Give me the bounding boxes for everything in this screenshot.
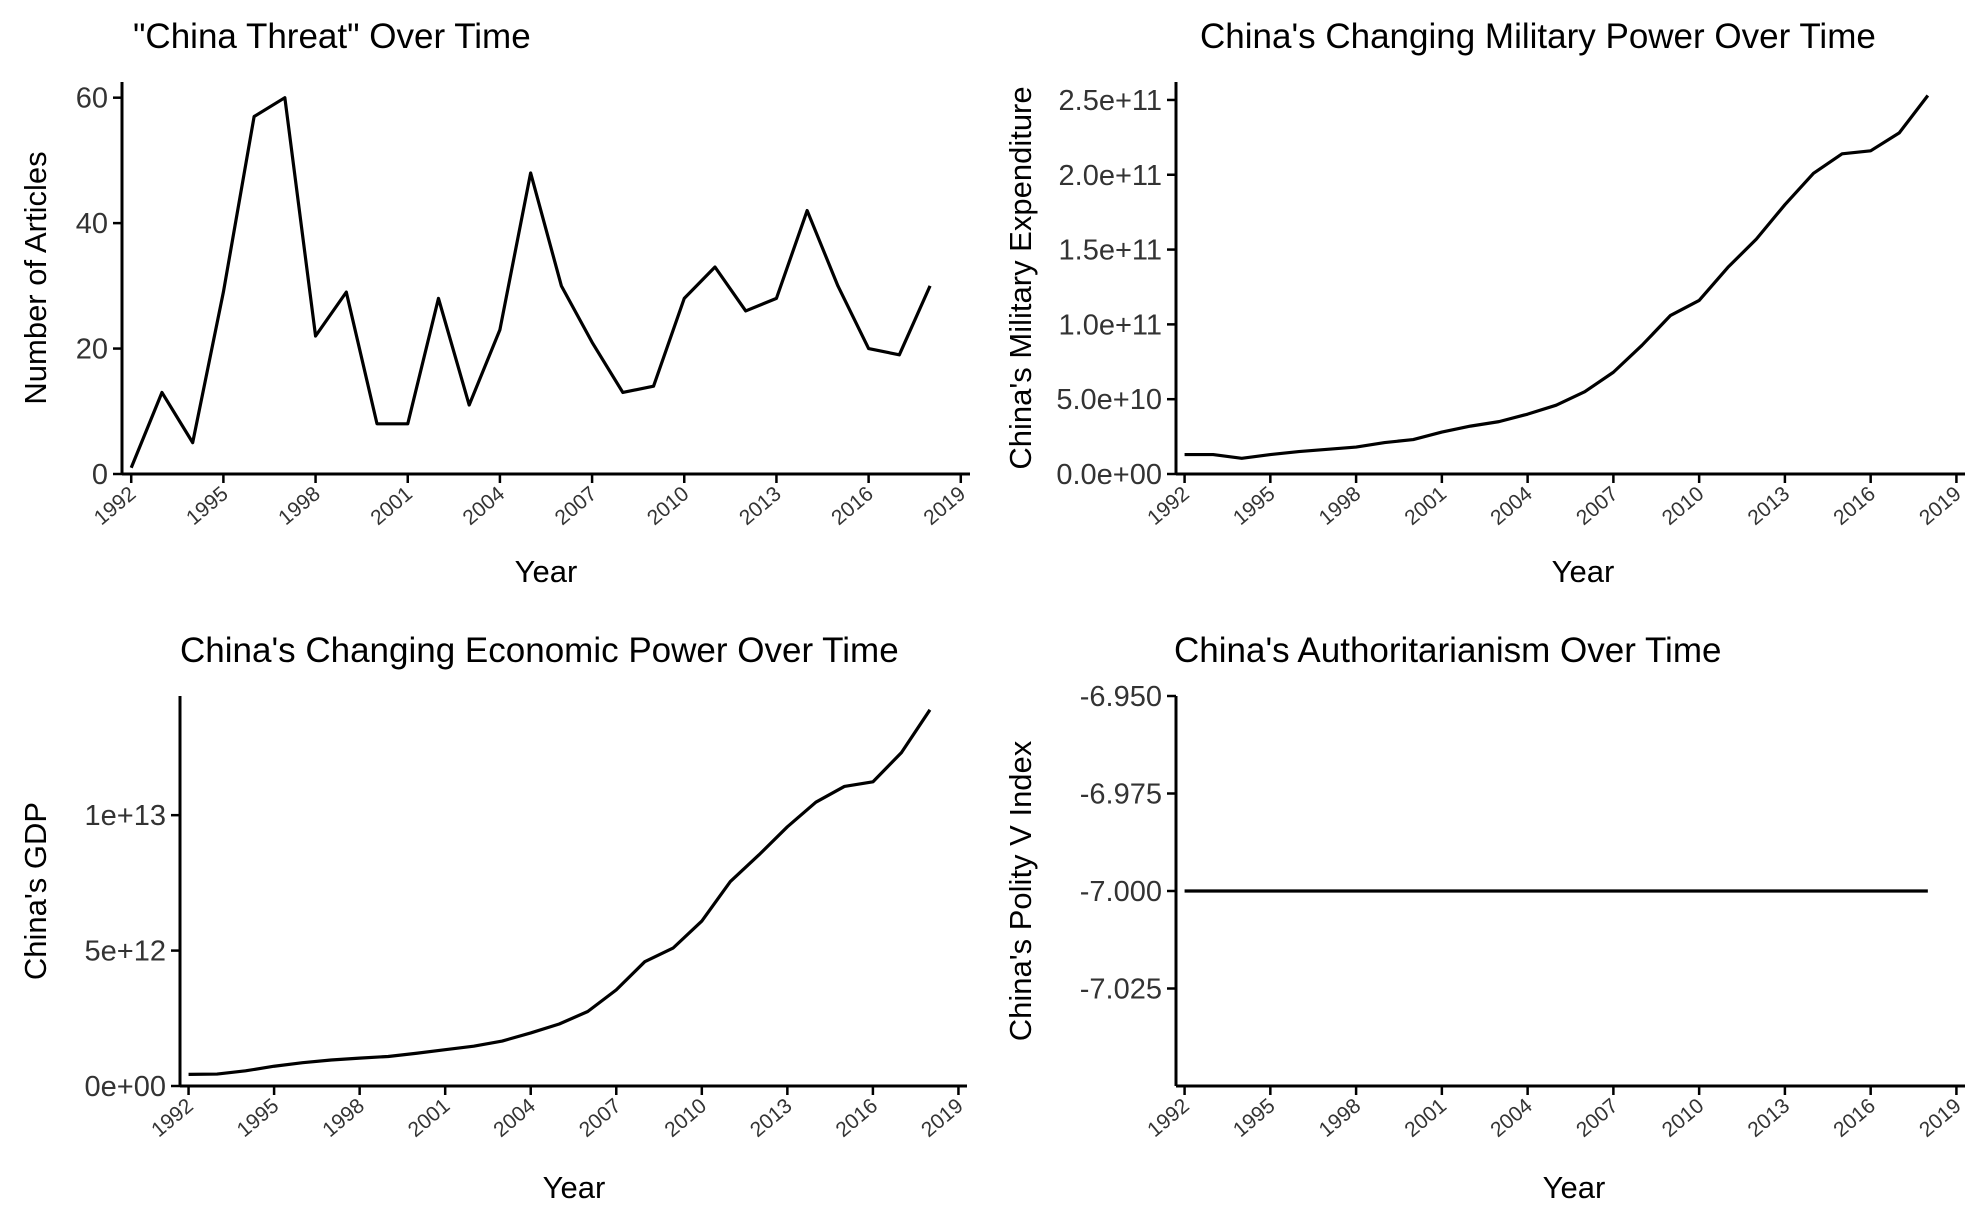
x-tick-label: 2001	[1400, 1094, 1451, 1142]
chart-panel-china-threat: "China Threat" Over Time Number of Artic…	[0, 0, 993, 614]
y-tick-label: 0	[92, 459, 108, 491]
y-tick-label: 1.5e+11	[1059, 235, 1162, 267]
x-tick-label: 2013	[1744, 1094, 1795, 1142]
y-axis-title: China's Polity V Index	[1003, 740, 1038, 1041]
x-tick-label: 2016	[1829, 482, 1880, 530]
y-tick-label: 60	[76, 83, 108, 115]
x-tick-label: 2004	[489, 1094, 540, 1142]
tick-layer: 0.0e+00 5.0e+10 1.0e+11 1.5e+11 2.0e+11 2.5e+…	[1056, 82, 1966, 530]
chart-panel-polity: China's Authoritarianism Over Time China…	[993, 614, 1987, 1228]
x-tick-label: 2007	[1572, 1094, 1623, 1142]
chart-title: China's Changing Military Power Over Tim…	[1200, 17, 1876, 56]
x-tick-label: 2004	[1486, 482, 1537, 530]
y-axis-title: Number of Articles	[18, 151, 53, 404]
series-line	[129, 96, 932, 469]
x-tick-label: 2019	[919, 482, 970, 530]
x-tick-label: 1998	[1315, 1094, 1366, 1142]
y-tick-label: 5.0e+10	[1056, 384, 1162, 416]
x-tick-label: 2016	[827, 482, 878, 530]
series-line	[1184, 94, 1930, 460]
tick-layer: -6.950 -6.975 -7.000 -7.025 1992 1995 1998 2001…	[1080, 681, 1966, 1142]
x-tick-label: 2010	[1658, 1094, 1709, 1142]
x-axis-title: Year	[515, 554, 578, 589]
series-layer	[1184, 94, 1930, 460]
y-tick-label: 1e+13	[85, 800, 166, 832]
x-tick-label: 2019	[917, 1094, 968, 1142]
chart-svg: "China Threat" Over Time Number of Artic…	[18, 17, 970, 589]
y-tick-label: 20	[76, 334, 108, 366]
y-axis-title: China's GDP	[18, 802, 53, 980]
x-tick-label: 2010	[643, 482, 694, 530]
x-tick-label: 2001	[366, 482, 417, 530]
y-tick-label: 2.0e+11	[1059, 160, 1162, 192]
series-line	[188, 708, 932, 1076]
x-tick-label: 1998	[1315, 482, 1366, 530]
x-tick-label: 1992	[1143, 1094, 1194, 1142]
x-tick-label: 2013	[1744, 482, 1795, 530]
y-axis-title: China's Military Expenditure	[1003, 86, 1038, 469]
chart-svg: China's Authoritarianism Over Time China…	[1003, 631, 1966, 1205]
y-tick-label: -7.000	[1080, 876, 1162, 908]
x-tick-label: 2004	[459, 482, 510, 530]
chart-title: "China Threat" Over Time	[133, 17, 531, 56]
y-tick-label: 5e+12	[85, 936, 166, 968]
x-tick-label: 2010	[1658, 482, 1709, 530]
x-tick-label: 1995	[233, 1094, 284, 1142]
x-tick-label: 2010	[660, 1094, 711, 1142]
y-tick-label: 2.5e+11	[1059, 85, 1162, 117]
x-tick-label: 2007	[551, 482, 602, 530]
x-tick-label: 2007	[1572, 482, 1623, 530]
chart-panel-gdp: China's Changing Economic Power Over Tim…	[0, 614, 993, 1228]
x-axis-title: Year	[543, 1170, 606, 1205]
series-layer	[129, 96, 932, 469]
x-tick-label: 2013	[746, 1094, 797, 1142]
series-layer	[188, 708, 932, 1076]
x-axis-title: Year	[1543, 1170, 1606, 1205]
y-tick-label: 0e+00	[85, 1071, 166, 1103]
x-tick-label: 2001	[1400, 482, 1451, 530]
x-axis-title: Year	[1552, 554, 1615, 589]
chart-svg: China's Changing Economic Power Over Tim…	[18, 631, 968, 1205]
x-tick-label: 2001	[404, 1094, 455, 1142]
x-tick-label: 2016	[1829, 1094, 1880, 1142]
chart-svg: China's Changing Military Power Over Tim…	[1003, 17, 1966, 589]
y-tick-label: 1.0e+11	[1059, 309, 1162, 341]
x-tick-label: 1995	[1229, 1094, 1280, 1142]
x-tick-label: 1995	[182, 482, 233, 530]
chart-title: China's Authoritarianism Over Time	[1174, 631, 1721, 670]
y-tick-label: 0.0e+00	[1056, 459, 1162, 491]
chart-title: China's Changing Economic Power Over Tim…	[180, 631, 899, 670]
x-tick-label: 2019	[1915, 1094, 1966, 1142]
y-tick-label: -6.950	[1080, 681, 1162, 713]
x-tick-label: 2004	[1486, 1094, 1537, 1142]
x-tick-label: 1995	[1229, 482, 1280, 530]
x-tick-label: 2013	[735, 482, 786, 530]
x-tick-label: 2007	[575, 1094, 626, 1142]
y-tick-label: 40	[76, 208, 108, 240]
x-tick-label: 1998	[274, 482, 325, 530]
x-tick-label: 1998	[318, 1094, 369, 1142]
chart-panel-military-expenditure: China's Changing Military Power Over Tim…	[993, 0, 1987, 614]
x-tick-label: 2019	[1915, 482, 1966, 530]
y-tick-label: -6.975	[1080, 779, 1162, 811]
x-tick-label: 2016	[832, 1094, 883, 1142]
y-tick-label: -7.025	[1080, 974, 1162, 1006]
